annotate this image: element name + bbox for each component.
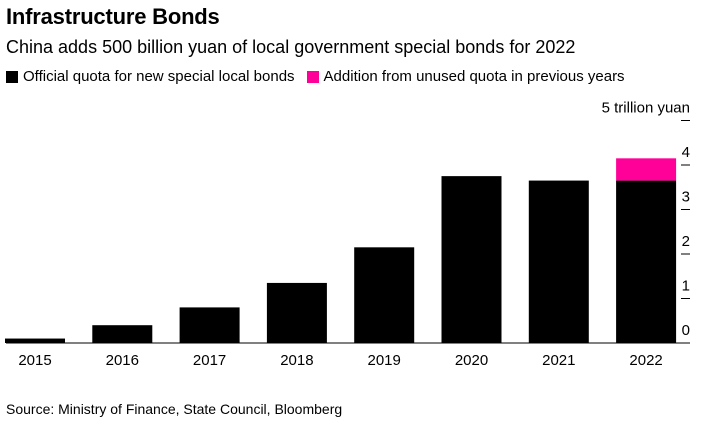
legend-label-official-quota: Official quota for new special local bon… [23,68,295,85]
y-tick-label: 2 [682,233,690,250]
bar-official-quota-2015 [5,338,65,343]
x-tick-label: 2015 [18,352,51,369]
y-tick-label: 1 [682,278,690,295]
bar-official-quota-2020 [441,176,502,343]
legend-swatch-official-quota [6,70,18,83]
y-tick-label: 4 [682,144,690,161]
bars [5,158,677,343]
x-tick-label: 2019 [368,352,401,369]
bar-official-quota-2018 [266,282,327,343]
bar-unused-quota-2022 [616,158,677,181]
x-tick-label: 2021 [542,352,575,369]
y-tick-label: 3 [682,189,690,206]
x-axis-labels: 2015 2016 2017 2018 2019 2020 2021 2022 [18,352,662,369]
bar-official-quota-2022 [616,180,677,343]
chart-title: Infrastructure Bonds [6,4,220,29]
chart-legend: Official quota for new special local bon… [6,68,637,85]
x-tick-label: 2018 [280,352,313,369]
y-tick-label: 0 [682,322,690,339]
x-tick-label: 2016 [106,352,139,369]
legend-label-unused-quota: Addition from unused quota in previous y… [323,68,625,85]
chart-subtitle: China adds 500 billion yuan of local gov… [6,37,576,57]
bar-official-quota-2021 [528,180,589,343]
legend-item-unused-quota: Addition from unused quota in previous y… [306,68,625,85]
x-tick-label: 2022 [629,352,662,369]
bar-official-quota-2019 [354,247,415,343]
legend-item-official-quota: Official quota for new special local bon… [6,68,295,85]
legend-swatch-unused-quota [306,70,319,83]
bar-official-quota-2017 [179,307,240,343]
y-tick-label: 5 trillion yuan [602,100,690,117]
x-tick-label: 2020 [455,352,488,369]
bar-official-quota-2016 [92,325,153,343]
x-tick-label: 2017 [193,352,226,369]
y-axis-ticks: 0 1 2 3 4 5 trillion yuan [602,100,690,344]
source-note: Source: Ministry of Finance, State Counc… [6,401,343,417]
